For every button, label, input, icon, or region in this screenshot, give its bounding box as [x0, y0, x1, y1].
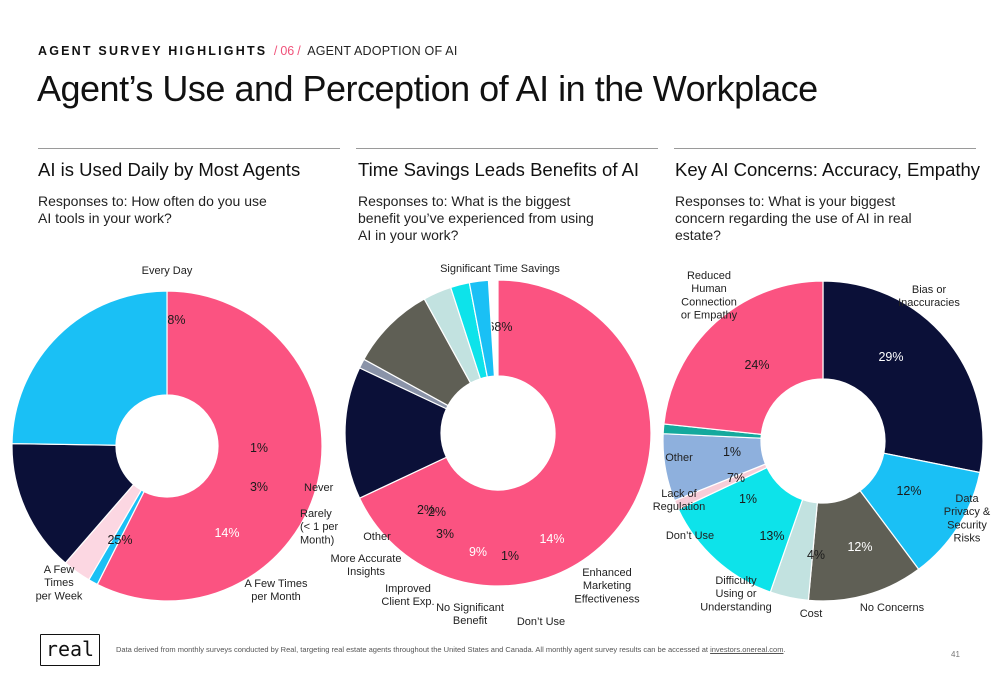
- footer-note-text: Data derived from monthly surveys conduc…: [116, 645, 711, 654]
- slice-a-few-times-per-month: [11, 442, 135, 564]
- kicker-separator: /: [273, 44, 278, 58]
- panel-question-concerns: Responses to: What is your biggest conce…: [675, 193, 912, 243]
- panel-title-benefits: Time Savings Leads Benefits of AI: [358, 159, 640, 180]
- page-title: Agent’s Use and Perception of AI in the …: [37, 68, 818, 109]
- footer-note-end: .: [783, 645, 786, 654]
- slice-category-label: Every Day: [142, 265, 193, 277]
- slice-value-label: 7%: [727, 471, 745, 485]
- slice-value-label: 4%: [807, 548, 825, 562]
- slice-value-label: 13%: [759, 529, 784, 543]
- slice-no-concerns: [807, 489, 920, 602]
- kicker-section: AGENT ADOPTION OF AI: [307, 44, 458, 58]
- slice-value-label: 14%: [539, 532, 564, 546]
- slice-category-label: Don’t Use: [666, 530, 714, 542]
- slice-category-label: Significant Time Savings: [440, 263, 560, 275]
- slice-enhanced-marketing-effectiveness: [344, 367, 448, 499]
- header-kicker: AGENT SURVEY HIGHLIGHTS /06/ AGENT ADOPT…: [38, 44, 458, 58]
- slice-category-label: A Few Times per Week: [36, 564, 83, 602]
- slice-category-label: Don’t Use: [517, 616, 565, 628]
- slice-value-label: 68%: [487, 320, 512, 334]
- slice-category-label: Cost: [800, 608, 823, 620]
- slice-bias-or-inaccuracies: [822, 280, 984, 474]
- slice-other: [468, 279, 496, 378]
- slice-category-label: Data Privacy & Security Risks: [944, 493, 991, 545]
- slice-reduced-human-connection-or-empathy: [663, 280, 824, 436]
- footer-link[interactable]: investors.onereal.com: [710, 645, 784, 654]
- panel-title-concerns: Key AI Concerns: Accuracy, Empathy: [675, 159, 981, 180]
- panel-rule: [38, 148, 340, 149]
- panel-title-usage: AI is Used Daily by Most Agents: [38, 159, 301, 180]
- slice-category-label: Reduced Human Connection or Empathy: [681, 270, 738, 322]
- slice-difficulty-using-or-understanding: [677, 466, 804, 593]
- panel-question-benefits: Responses to: What is the biggest benefi…: [358, 193, 594, 243]
- slice-category-label: Lack of Regulation: [653, 488, 706, 513]
- slice-category-label: No Significant Benefit: [436, 602, 504, 627]
- slice-value-label: 14%: [214, 526, 239, 540]
- slice-value-label: 1%: [501, 549, 519, 563]
- slice-value-label: 25%: [107, 533, 132, 547]
- panel-rule: [356, 148, 658, 149]
- slice-value-label: 3%: [250, 480, 268, 494]
- slice-category-label: Other: [665, 452, 693, 464]
- slice-category-label: Enhanced Marketing Effectiveness: [574, 567, 640, 605]
- slice-data-privacy-security-risks: [859, 452, 981, 571]
- slice-value-label: 9%: [469, 545, 487, 559]
- slice-value-label: 29%: [878, 350, 903, 364]
- slice-a-few-times-per-week: [11, 290, 168, 446]
- slice-category-label: Improved Client Exp.: [381, 583, 434, 608]
- slice-value-label: 1%: [250, 441, 268, 455]
- slice-value-label: 2%: [417, 503, 435, 517]
- slice-category-label: Difficulty Using or Understanding: [700, 575, 772, 613]
- slice-category-label: Never: [304, 482, 334, 494]
- slice-category-label: No Concerns: [860, 602, 925, 614]
- kicker-title: AGENT SURVEY HIGHLIGHTS: [38, 44, 268, 58]
- slice-value-label: 1%: [739, 492, 757, 506]
- page-number: 41: [951, 650, 960, 659]
- slice-category-label: Rarely (< 1 per Month): [300, 508, 339, 546]
- slice-value-label: 12%: [896, 484, 921, 498]
- slice-value-label: 24%: [744, 358, 769, 372]
- slice-value-label: 12%: [847, 540, 872, 554]
- slice-category-label: A Few Times per Month: [245, 578, 308, 603]
- real-logo: real: [40, 634, 100, 666]
- slice-category-label: Other: [363, 531, 391, 543]
- panel-rule: [674, 148, 976, 149]
- slice-category-label: More Accurate Insights: [331, 553, 402, 578]
- slice-value-label: 3%: [436, 527, 454, 541]
- footer-note: Data derived from monthly surveys conduc…: [116, 645, 786, 654]
- slice-significant-time-savings: [358, 279, 652, 587]
- slice-value-label: 1%: [723, 445, 741, 459]
- slice-category-label: Bias or Inaccuracies: [898, 284, 960, 309]
- slice-value-label: 2%: [428, 505, 446, 519]
- slice-every-day: [96, 290, 323, 602]
- panel-question-usage: Responses to: How often do you use AI to…: [38, 193, 267, 226]
- kicker-separator: /: [297, 44, 301, 58]
- kicker-page-ref: 06: [280, 44, 295, 58]
